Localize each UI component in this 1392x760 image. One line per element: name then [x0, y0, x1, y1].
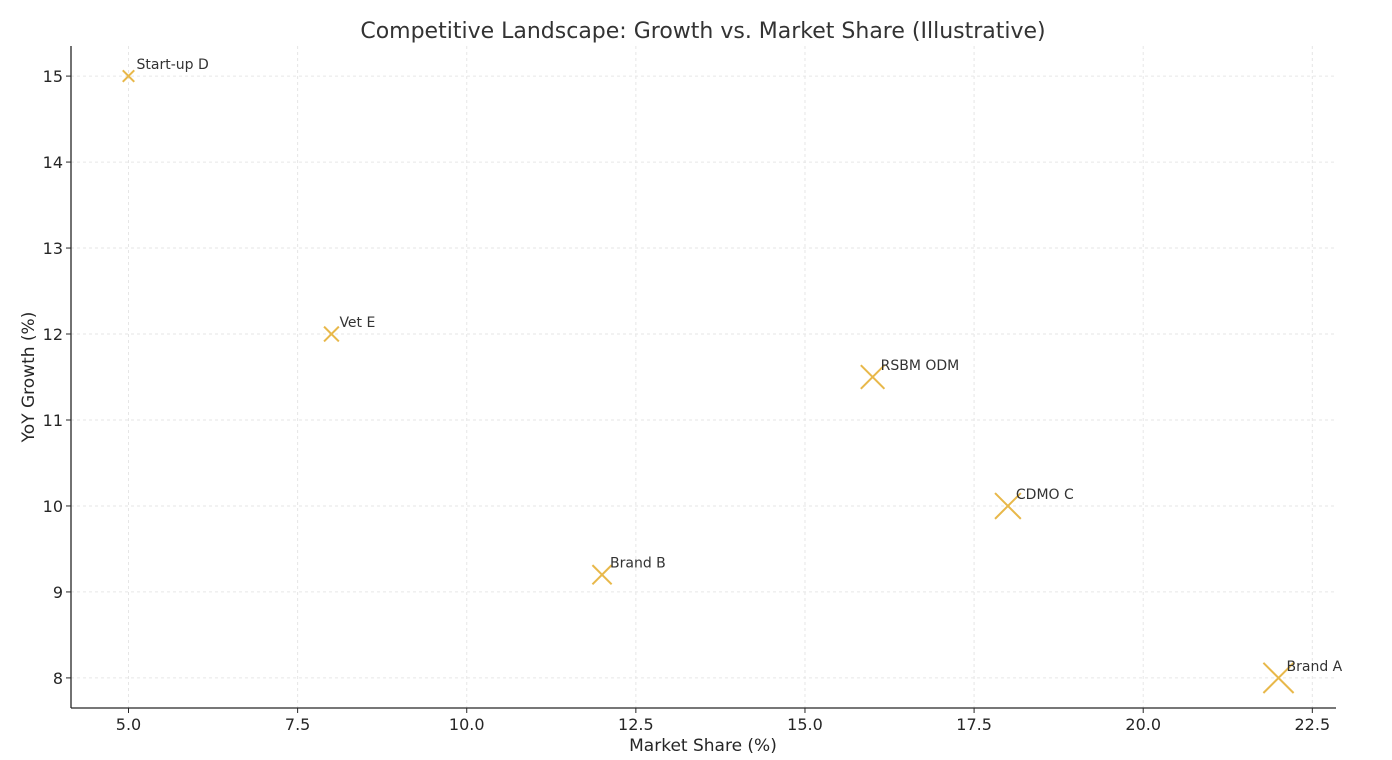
y-axis-label: YoY Growth (%): [19, 312, 39, 444]
point-label: RSBM ODM: [881, 358, 960, 374]
data-point: Brand B: [591, 556, 666, 586]
x-marker: [994, 492, 1022, 520]
y-tick-label: 10: [43, 497, 63, 516]
data-points: Brand A Brand B CDMO C Start-up D Vet E RSBM …: [122, 57, 1343, 694]
point-label: Brand B: [610, 556, 666, 572]
chart-title: Competitive Landscape: Growth vs. Market…: [360, 19, 1045, 44]
x-tick-label: 22.5: [1295, 715, 1331, 734]
point-label: Vet E: [339, 315, 375, 331]
point-label: Brand A: [1287, 659, 1343, 675]
x-tick-label: 7.5: [285, 715, 310, 734]
grid: [71, 46, 1336, 708]
x-tick-label: 20.0: [1125, 715, 1161, 734]
x-marker: [860, 364, 886, 390]
y-tick-label: 11: [43, 411, 63, 430]
data-point: Start-up D: [122, 57, 209, 83]
x-marker: [122, 69, 135, 83]
y-tick-label: 9: [53, 583, 63, 602]
data-point: CDMO C: [994, 487, 1074, 520]
x-tick-label: 12.5: [618, 715, 654, 734]
x-marker: [323, 325, 340, 343]
x-tick-label: 15.0: [787, 715, 823, 734]
y-tick-label: 15: [43, 67, 63, 86]
y-tick-label: 13: [43, 239, 63, 258]
x-tick-label: 17.5: [956, 715, 992, 734]
x-tick-label: 10.0: [449, 715, 485, 734]
x-marker: [591, 564, 613, 586]
data-point: Brand A: [1262, 659, 1343, 694]
point-label: CDMO C: [1016, 487, 1074, 503]
y-tick-label: 14: [43, 153, 63, 172]
y-tick-label: 12: [43, 325, 63, 344]
x-axis-ticks: 5.0 7.5 10.0 12.5 15.0 17.5 20.0 22.5: [116, 708, 1330, 734]
x-tick-label: 5.0: [116, 715, 141, 734]
x-marker: [1262, 662, 1295, 694]
point-label: Start-up D: [137, 57, 209, 73]
x-axis-label: Market Share (%): [629, 736, 777, 756]
data-point: Vet E: [323, 315, 375, 343]
y-axis-ticks: 8 9 10 11 12 13 14 15: [43, 67, 71, 688]
y-tick-label: 8: [53, 669, 63, 688]
data-point: RSBM ODM: [860, 358, 960, 390]
